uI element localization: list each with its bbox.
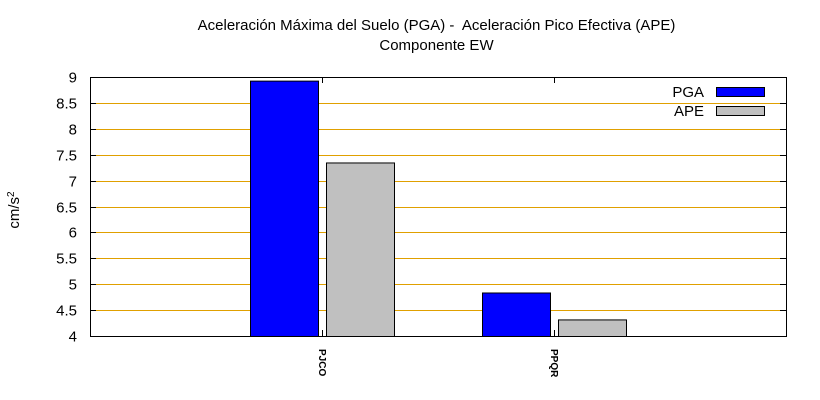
legend-label-pga: PGA	[672, 84, 704, 101]
y-tick-label: 9	[69, 70, 77, 87]
y-tick-label: 7	[69, 174, 77, 191]
chart-subtitle: Componente EW	[379, 37, 494, 54]
bars	[250, 80, 627, 338]
gridlines	[90, 103, 786, 311]
y-axis-label-superscript: 2	[6, 191, 17, 197]
bar-ape-ppqr	[558, 319, 627, 338]
legend: PGA APE	[672, 84, 765, 120]
y-tick-label: 5.5	[56, 251, 77, 268]
y-tick-label: 8	[69, 122, 77, 139]
y-tick-label: 6	[69, 225, 77, 242]
x-tick-label: PJCO	[316, 349, 327, 376]
y-tick-label: 4.5	[56, 303, 77, 320]
x-tick-label: PPQR	[548, 349, 559, 378]
bar-pga-pjco	[250, 80, 319, 337]
bar-pga-ppqr	[482, 292, 551, 338]
legend-swatch-ape	[716, 106, 765, 116]
legend-swatch-pga	[716, 87, 765, 97]
x-axis-ticks: PJCO PPQR	[316, 77, 559, 378]
bar-ape-pjco	[326, 162, 395, 337]
y-axis-label: cm/s2	[6, 191, 24, 229]
y-tick-label: 8.5	[56, 96, 77, 113]
chart-title: Aceleración Máxima del Suelo (PGA) - Ace…	[197, 17, 676, 34]
y-tick-label: 4	[69, 329, 77, 346]
legend-label-ape: APE	[674, 103, 704, 120]
y-axis-label-text: cm/s	[6, 197, 23, 229]
y-axis-ticks: 4 4.5 5 5.5 6 6.5 7 7.5 8 8.5 9	[56, 70, 786, 346]
y-tick-label: 5	[69, 277, 77, 294]
y-tick-label: 6.5	[56, 200, 77, 217]
y-tick-label: 7.5	[56, 148, 77, 165]
